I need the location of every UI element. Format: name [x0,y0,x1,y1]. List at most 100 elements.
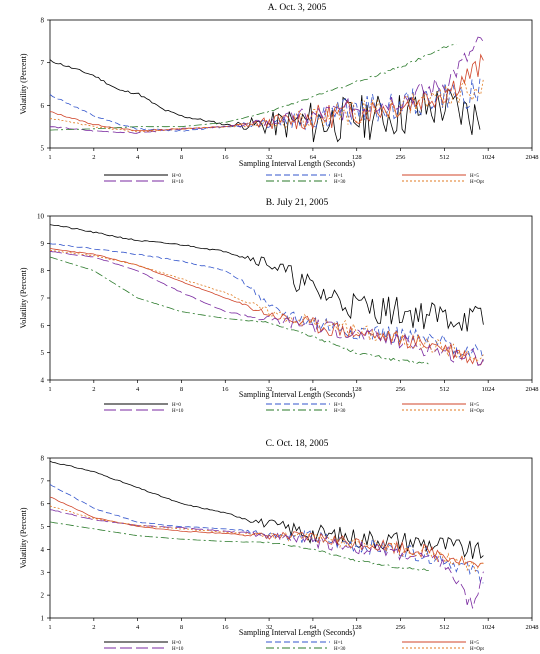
series-line-h-10 [49,250,484,366]
legend-label: H=0 [172,403,181,408]
series-line-h-10 [49,36,484,134]
chart-title: C. Oct. 18, 2005 [266,439,329,449]
x-tick-label: 32 [266,154,273,161]
series-line-h-30 [49,521,429,571]
x-tick-label: 1 [48,154,51,161]
x-tick-label: 64 [310,386,317,393]
y-tick-label: 5 [41,523,45,531]
series-line-h-30 [49,44,457,131]
x-tick-label: 2048 [526,154,539,161]
y-tick-label: 4 [41,546,45,554]
x-tick-label: 16 [222,386,229,393]
y-tick-label: 7 [41,477,45,485]
x-tick-label: 128 [352,386,362,393]
series-line-h-1 [49,243,484,362]
chart-panel-1: A. Oct. 3, 2005 5 6 7 8 1 2 4 8 16 32 64 128 256 512 10… [19,3,539,185]
series-line-h-1 [49,483,484,584]
x-tick-label: 1024 [482,154,496,161]
series-line-h-5 [49,53,484,132]
series-line-h-0 [49,460,484,559]
legend-label: H=Opt [470,647,485,652]
legend-label: H=10 [172,409,184,414]
x-tick-label: 2 [92,154,95,161]
x-tick-label: 512 [439,154,449,161]
x-tick-label: 256 [396,154,407,161]
legend-label: H=30 [334,180,346,185]
legend-label: H=30 [334,409,346,414]
x-tick-label: 16 [222,154,229,161]
y-tick-label: 1 [41,615,45,623]
y-tick-label: 6 [41,102,45,110]
y-axis-label: Volatility (Percent) [19,267,28,328]
y-tick-label: 4 [41,377,45,385]
x-tick-label: 1024 [482,624,496,631]
x-tick-label: 8 [180,386,183,393]
y-tick-label: 5 [41,349,45,357]
legend-label: H=0 [172,174,181,179]
x-tick-label: 8 [180,624,183,631]
y-tick-label: 2 [41,592,45,600]
series-line-h-30 [49,256,430,365]
x-tick-label: 64 [310,624,317,631]
chart-title: A. Oct. 3, 2005 [268,3,327,13]
x-tick-label: 8 [180,154,183,161]
y-tick-label: 7 [41,295,45,303]
y-tick-label: 8 [41,17,45,25]
y-tick-label: 5 [41,145,45,153]
chart-panel-2: B. July 21, 2005 4 5 6 7 8 9 10 1 2 4 8 16 32 64 128 256… [19,198,539,414]
x-tick-label: 2048 [526,386,539,393]
x-axis-label: Sampling Interval Length (Seconds) [239,159,356,168]
legend-label: H=5 [470,641,479,646]
legend-label: H=1 [334,174,343,179]
x-tick-label: 4 [136,386,140,393]
x-tick-label: 4 [136,154,140,161]
plot-frame [49,215,533,381]
x-tick-label: 2 [92,386,95,393]
x-tick-label: 256 [396,624,407,631]
x-tick-label: 128 [352,624,362,631]
x-axis-label: Sampling Interval Length (Seconds) [239,628,356,637]
series-line-h-0 [49,224,484,332]
y-axis-label: Volatility (Percent) [19,507,28,568]
x-axis-label: Sampling Interval Length (Seconds) [239,390,356,399]
series-line-h-opt [49,505,484,573]
series-line-h-5 [49,248,484,366]
x-tick-label: 1 [48,624,51,631]
y-tick-label: 6 [41,322,45,330]
x-tick-label: 2048 [526,624,539,631]
series-line-h-opt [49,78,484,133]
y-axis-label: Volatility (Percent) [19,53,28,114]
y-tick-label: 8 [41,267,45,275]
chart-title: B. July 21, 2005 [266,198,329,208]
legend-label: H=30 [334,647,346,652]
x-tick-label: 512 [439,386,449,393]
x-tick-label: 1 [48,386,51,393]
x-tick-label: 256 [396,386,407,393]
legend-label: H=5 [470,174,479,179]
y-tick-label: 6 [41,500,45,508]
y-tick-label: 8 [41,455,45,463]
x-tick-label: 16 [222,624,229,631]
x-tick-label: 128 [352,154,362,161]
legend-label: H=Opt [470,180,485,185]
legend-label: H=Opt [470,409,485,414]
legend-label: H=10 [172,180,184,185]
y-tick-label: 7 [41,59,45,67]
x-tick-label: 32 [266,624,273,631]
series-line-h-opt [49,249,484,361]
x-tick-label: 4 [136,624,140,631]
x-tick-label: 2 [92,624,95,631]
y-tick-label: 9 [41,240,45,248]
plot-frame [49,457,533,619]
x-tick-label: 32 [266,386,273,393]
legend-label: H=1 [334,641,343,646]
y-tick-label: 10 [37,213,45,221]
legend-label: H=0 [172,641,181,646]
x-tick-label: 512 [439,624,449,631]
x-tick-label: 64 [310,154,317,161]
x-tick-label: 1024 [482,386,496,393]
y-tick-label: 3 [41,569,45,577]
legend-label: H=5 [470,403,479,408]
legend-label: H=10 [172,647,184,652]
